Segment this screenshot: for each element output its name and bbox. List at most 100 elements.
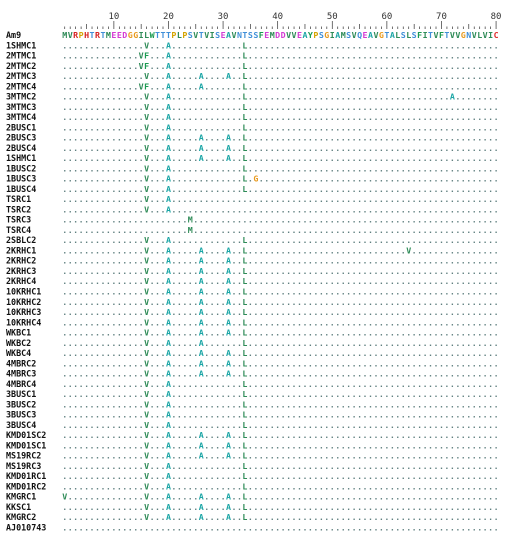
conserved-dot: . bbox=[139, 317, 144, 327]
conserved-dot: . bbox=[363, 461, 368, 471]
alignment-row: 2KRHC1............... V... A..... A.... A.. L… bbox=[6, 245, 499, 255]
conserved-dot: . bbox=[423, 389, 428, 399]
ruler-number: 20 bbox=[163, 12, 174, 22]
conserved-dot: . bbox=[133, 51, 138, 61]
conserved-dot: . bbox=[161, 112, 166, 122]
conserved-dot: . bbox=[270, 317, 275, 327]
conserved-dot: . bbox=[368, 174, 373, 184]
conserved-dot: . bbox=[472, 81, 477, 91]
conserved-dot: . bbox=[384, 461, 389, 471]
conserved-dot: . bbox=[319, 502, 324, 512]
conserved-dot: . bbox=[406, 102, 411, 112]
conserved-dot: . bbox=[264, 92, 269, 102]
conserved-dot: . bbox=[106, 317, 111, 327]
conserved-dot: . bbox=[450, 420, 455, 430]
conserved-dot: . bbox=[68, 410, 73, 420]
conserved-dot: . bbox=[330, 225, 335, 235]
conserved-dot: . bbox=[155, 235, 160, 245]
residue: A bbox=[199, 338, 204, 348]
conserved-dot: . bbox=[177, 471, 182, 481]
conserved-dot: . bbox=[324, 358, 329, 368]
conserved-dot: . bbox=[450, 143, 455, 153]
conserved-dot: . bbox=[423, 307, 428, 317]
conserved-dot: . bbox=[428, 317, 433, 327]
conserved-dot: . bbox=[226, 122, 231, 132]
conserved-dot: . bbox=[259, 133, 264, 143]
conserved-dot: . bbox=[155, 245, 160, 255]
conserved-dot: . bbox=[286, 204, 291, 214]
conserved-dot: . bbox=[161, 328, 166, 338]
conserved-dot: . bbox=[384, 215, 389, 225]
residue: A bbox=[166, 40, 171, 50]
conserved-dot: . bbox=[368, 143, 373, 153]
conserved-dot: . bbox=[483, 287, 488, 297]
conserved-dot: . bbox=[100, 430, 105, 440]
residue: V bbox=[144, 358, 149, 368]
conserved-dot: . bbox=[182, 194, 187, 204]
conserved-dot: . bbox=[428, 174, 433, 184]
conserved-dot: . bbox=[204, 225, 209, 235]
conserved-dot: . bbox=[417, 81, 422, 91]
conserved-dot: . bbox=[412, 420, 417, 430]
conserved-dot: . bbox=[477, 338, 482, 348]
ruler-number: 50 bbox=[327, 12, 338, 22]
conserved-dot: . bbox=[368, 502, 373, 512]
conserved-dot: . bbox=[434, 266, 439, 276]
conserved-dot: . bbox=[313, 369, 318, 379]
conserved-dot: . bbox=[237, 266, 242, 276]
conserved-dot: . bbox=[111, 358, 116, 368]
residue: A bbox=[226, 430, 231, 440]
conserved-dot: . bbox=[434, 440, 439, 450]
conserved-dot: . bbox=[128, 471, 133, 481]
conserved-dot: . bbox=[330, 204, 335, 214]
conserved-dot: . bbox=[68, 92, 73, 102]
conserved-dot: . bbox=[73, 122, 78, 132]
conserved-dot: . bbox=[384, 235, 389, 245]
conserved-dot: . bbox=[368, 61, 373, 71]
conserved-dot: . bbox=[231, 163, 236, 173]
conserved-dot: . bbox=[292, 481, 297, 491]
conserved-dot: . bbox=[384, 379, 389, 389]
conserved-dot: . bbox=[335, 153, 340, 163]
conserved-dot: . bbox=[324, 389, 329, 399]
conserved-dot: . bbox=[253, 235, 258, 245]
conserved-dot: . bbox=[406, 81, 411, 91]
conserved-dot: . bbox=[111, 410, 116, 420]
conserved-dot: . bbox=[182, 287, 187, 297]
conserved-dot: . bbox=[177, 122, 182, 132]
conserved-dot: . bbox=[461, 71, 466, 81]
conserved-dot: . bbox=[292, 461, 297, 471]
conserved-dot: . bbox=[155, 430, 160, 440]
sequence-residues: ...............V...A.....A....A..L......… bbox=[62, 266, 498, 276]
conserved-dot: . bbox=[308, 430, 313, 440]
residue: F bbox=[259, 30, 264, 40]
conserved-dot: . bbox=[106, 420, 111, 430]
conserved-dot: . bbox=[90, 235, 95, 245]
conserved-dot: . bbox=[275, 502, 280, 512]
conserved-dot: . bbox=[335, 358, 340, 368]
conserved-dot: . bbox=[434, 71, 439, 81]
residue: V bbox=[144, 481, 149, 491]
conserved-dot: . bbox=[117, 256, 122, 266]
conserved-dot: . bbox=[390, 502, 395, 512]
conserved-dot: . bbox=[68, 307, 73, 317]
conserved-dot: . bbox=[357, 522, 362, 532]
conserved-dot: . bbox=[292, 122, 297, 132]
conserved-dot: . bbox=[494, 184, 499, 194]
conserved-dot: . bbox=[90, 358, 95, 368]
conserved-dot: . bbox=[292, 204, 297, 214]
conserved-dot: . bbox=[242, 215, 247, 225]
conserved-dot: . bbox=[450, 204, 455, 214]
conserved-dot: . bbox=[95, 204, 100, 214]
conserved-dot: . bbox=[221, 266, 226, 276]
conserved-dot: . bbox=[412, 51, 417, 61]
conserved-dot: . bbox=[313, 389, 318, 399]
conserved-dot: . bbox=[302, 348, 307, 358]
conserved-dot: . bbox=[231, 81, 236, 91]
conserved-dot: . bbox=[275, 133, 280, 143]
conserved-dot: . bbox=[341, 502, 346, 512]
conserved-dot: . bbox=[171, 215, 176, 225]
conserved-dot: . bbox=[188, 153, 193, 163]
conserved-dot: . bbox=[248, 235, 253, 245]
conserved-dot: . bbox=[155, 276, 160, 286]
